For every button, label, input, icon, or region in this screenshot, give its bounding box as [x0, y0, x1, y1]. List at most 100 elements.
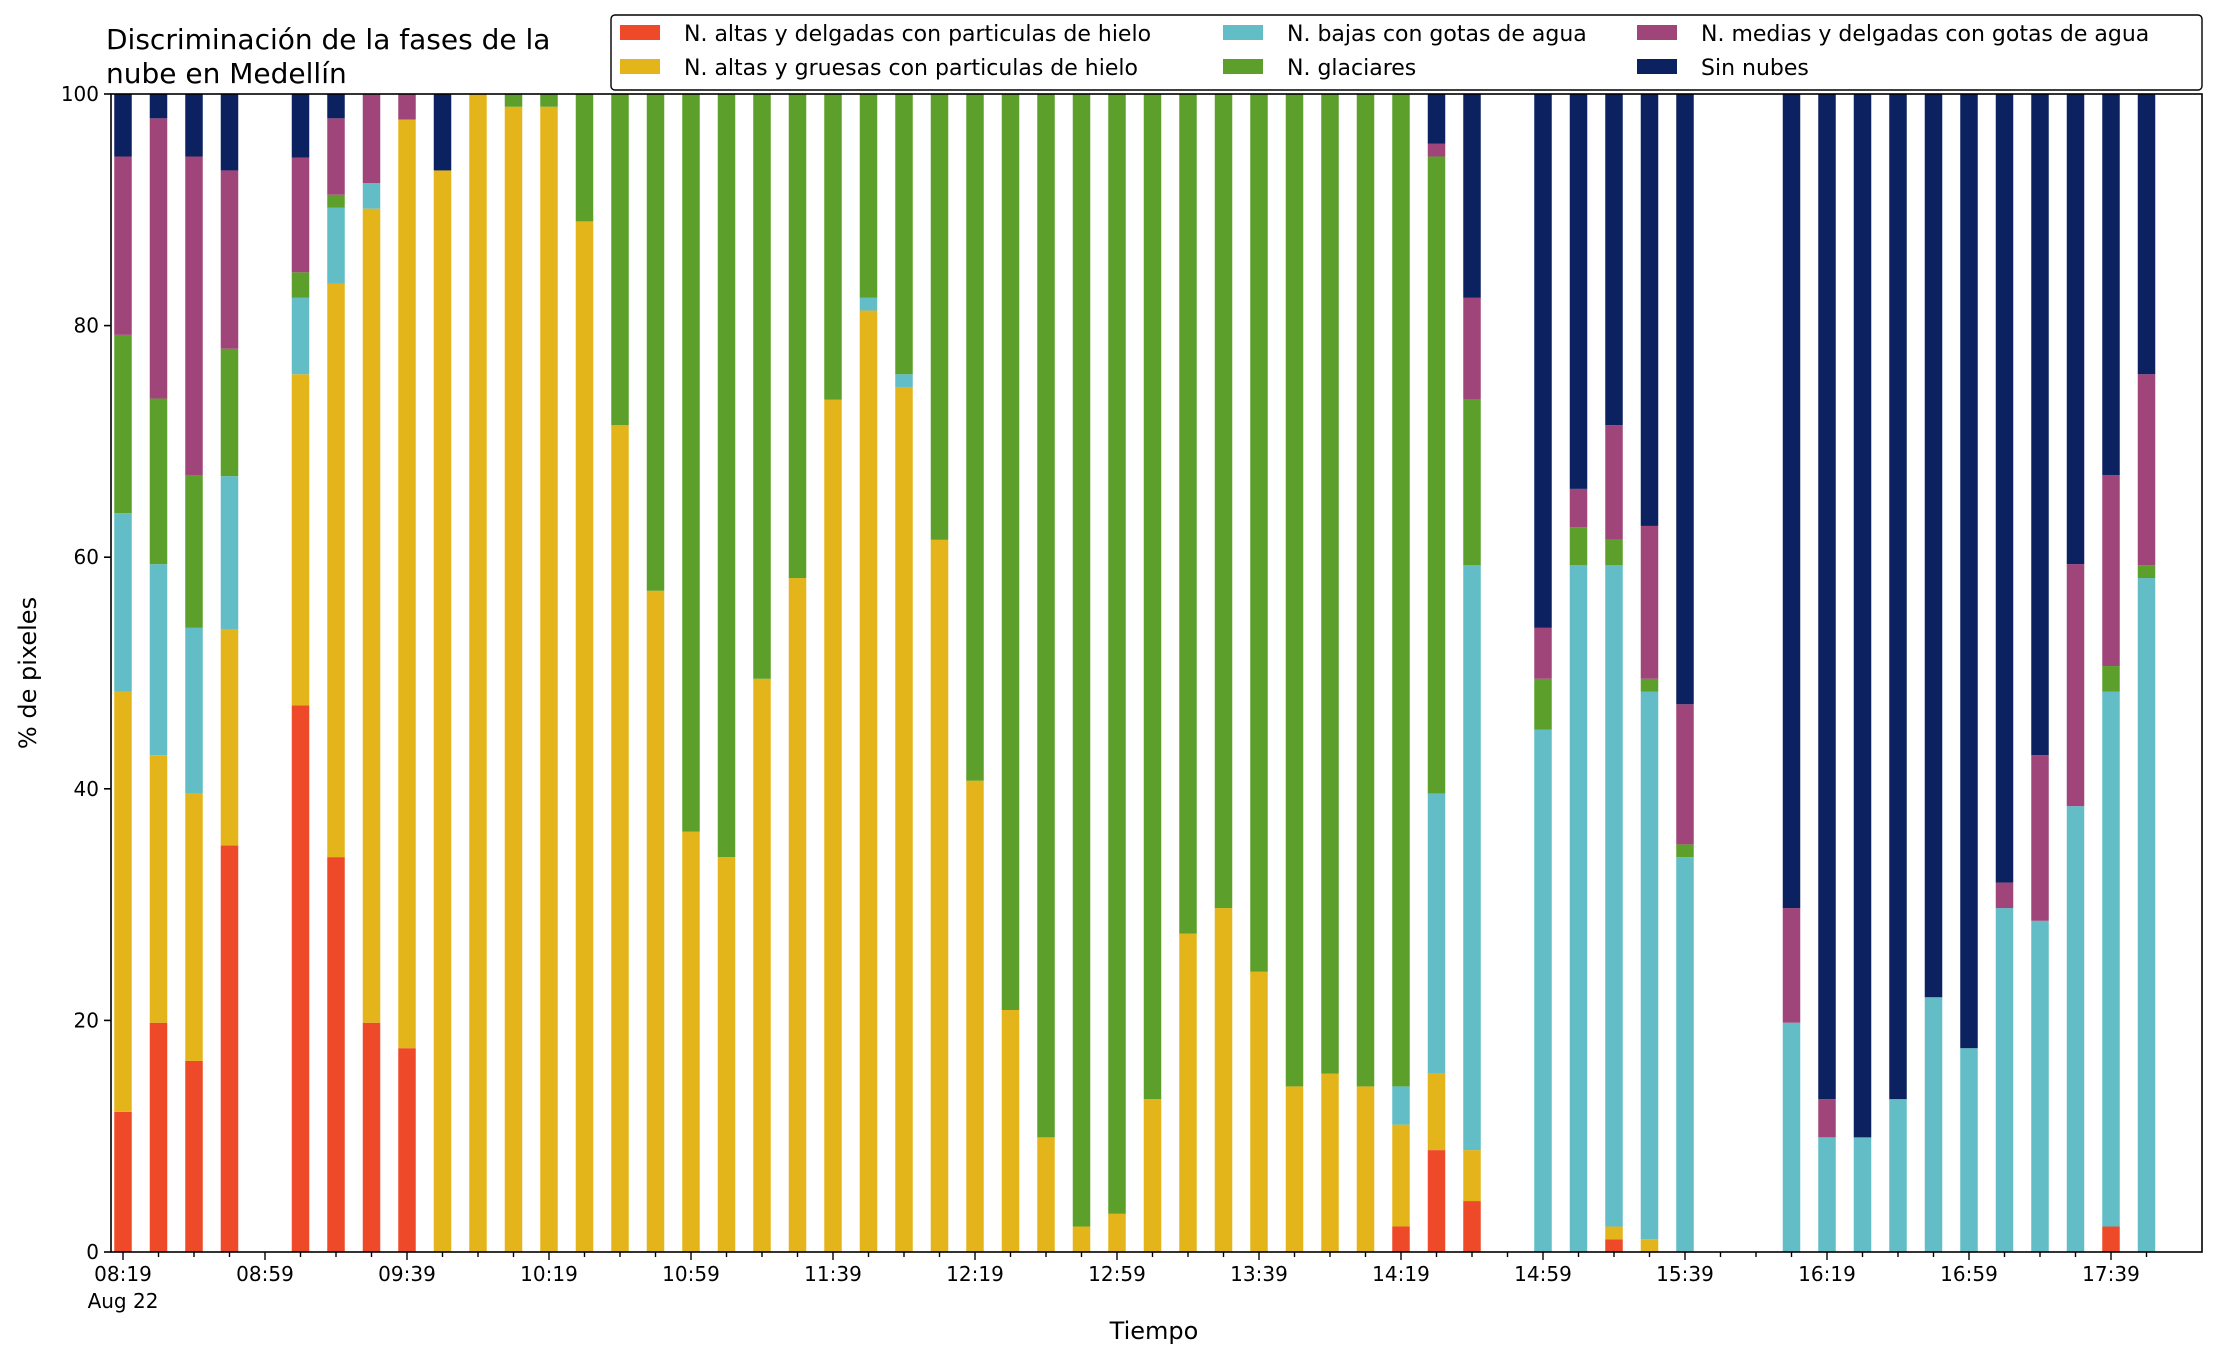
legend-swatch-0 [620, 25, 660, 40]
bar-segment-1-30 [1179, 933, 1197, 1252]
bar-segment-4-0 [114, 156, 132, 335]
bar-segment-2-57 [2137, 578, 2156, 1252]
bar-segment-1-29 [1143, 1099, 1162, 1252]
bar-segment-3-6 [327, 194, 345, 208]
bar-segment-5-55 [2066, 94, 2085, 565]
bar-segment-5-49 [1853, 94, 1872, 1138]
bar-segment-5-38 [1463, 94, 1481, 298]
bar-segment-1-10 [469, 94, 487, 1252]
y-axis: 0 20 40 60 80 100 [61, 82, 111, 1264]
bar-segment-4-54 [2031, 755, 2049, 921]
legend-swatch-4 [1637, 25, 1677, 40]
bar-segment-3-44 [1676, 844, 1694, 858]
bar-segment-1-38 [1463, 1150, 1481, 1202]
chart-title: Discriminación de la fases de la nube en… [106, 23, 550, 90]
x-axis-label: Tiempo [1109, 1317, 1199, 1345]
bar-segment-4-48 [1818, 1099, 1836, 1138]
bar-segment-4-5 [291, 157, 310, 273]
bar-segment-4-2 [185, 156, 203, 475]
x-tick-label-9: 14:19 [1372, 1262, 1430, 1286]
bar-segment-0-3 [220, 845, 239, 1252]
legend: N. altas y delgadas con particulas de hi… [610, 14, 2203, 91]
bar-segment-2-49 [1853, 1137, 1872, 1252]
bar-segment-3-23 [930, 94, 949, 540]
bar-segment-2-51 [1924, 997, 1943, 1252]
bar-segment-2-5 [291, 297, 310, 375]
bar-segment-4-43 [1640, 525, 1659, 679]
bar-segment-0-8 [398, 1048, 416, 1252]
bar-segment-2-50 [1889, 1099, 1907, 1252]
bar-segment-2-21 [859, 297, 878, 311]
bar-segment-5-1 [149, 94, 168, 119]
x-tick-label-6: 12:19 [946, 1262, 1004, 1286]
x-tick-label-8: 13:39 [1230, 1262, 1288, 1286]
legend-label-4: N. medias y delgadas con gotas de agua [1701, 22, 2149, 47]
bar-segment-0-2 [185, 1060, 203, 1252]
bar-segment-3-56 [2102, 666, 2120, 692]
x-axis: 08:19 08:59 09:39 10:19 10:59 11:39 12:19 12:59… [88, 1252, 2148, 1313]
legend-label-2: N. bajas con gotas de agua [1287, 22, 1587, 47]
bar-segment-3-43 [1640, 678, 1659, 692]
bar-segment-3-34 [1321, 94, 1339, 1074]
bar-segment-1-42 [1605, 1226, 1623, 1240]
bar-segment-5-43 [1640, 94, 1659, 526]
legend-swatch-2 [1223, 25, 1263, 40]
bar-segment-3-28 [1108, 94, 1126, 1214]
bar-segment-1-18 [753, 678, 771, 1252]
bar-segment-2-6 [327, 207, 345, 284]
bar-segment-1-23 [930, 539, 949, 1252]
legend-label-1: N. altas y gruesas con particulas de hie… [684, 56, 1138, 81]
bar-segment-3-33 [1285, 94, 1304, 1087]
y-tick-label-5: 100 [61, 82, 99, 106]
bar-segment-3-0 [114, 334, 132, 514]
bar-segment-5-37 [1427, 94, 1446, 144]
bar-segment-5-3 [220, 94, 239, 171]
bar-segment-3-32 [1250, 94, 1268, 972]
x-tick-label-0: 08:19 [94, 1262, 152, 1286]
bar-segment-3-36 [1392, 94, 1410, 1087]
bar-segment-3-13 [575, 94, 594, 222]
bar-segment-5-50 [1889, 94, 1907, 1100]
x-tick-label-12: 16:19 [1798, 1262, 1856, 1286]
bar-segment-0-7 [362, 1022, 381, 1252]
bar-segment-3-25 [1001, 94, 1020, 1010]
x-tick-label-11: 15:39 [1656, 1262, 1714, 1286]
chart-title-line-2: nube en Medellín [106, 57, 347, 90]
bar-segment-2-53 [1995, 908, 2014, 1252]
bar-segment-2-36 [1392, 1086, 1410, 1125]
bar-segment-3-42 [1605, 539, 1623, 566]
bar-segment-5-56 [2102, 94, 2120, 475]
x-tick-label-7: 12:59 [1088, 1262, 1146, 1286]
bar-segment-4-42 [1605, 425, 1623, 540]
bar-segment-3-21 [859, 94, 878, 298]
bar-segment-0-38 [1463, 1201, 1481, 1252]
x-date-label: Aug 22 [88, 1289, 159, 1313]
bar-segment-2-55 [2066, 806, 2085, 1252]
bar-segment-0-42 [1605, 1239, 1623, 1252]
bar-segment-3-17 [717, 94, 736, 858]
x-tick-label-5: 11:39 [804, 1262, 862, 1286]
bar-segment-3-29 [1143, 94, 1162, 1100]
bar-segment-1-8 [398, 119, 416, 1049]
legend-swatch-5 [1637, 59, 1677, 74]
bar-segment-3-20 [824, 94, 842, 400]
bar-segment-0-37 [1427, 1150, 1446, 1252]
bar-segment-2-40 [1534, 729, 1552, 1252]
bar-segment-3-35 [1356, 94, 1375, 1087]
bar-segment-5-52 [1960, 94, 1978, 1049]
bar-segment-0-56 [2102, 1226, 2120, 1252]
bar-segment-3-30 [1179, 94, 1197, 934]
bar-segment-1-34 [1321, 1073, 1339, 1252]
bar-segment-5-48 [1818, 94, 1836, 1100]
bar-segment-1-15 [646, 590, 665, 1252]
y-tick-label-3: 60 [74, 545, 99, 569]
bar-segment-3-16 [682, 94, 700, 832]
bar-segment-5-6 [327, 94, 345, 119]
bar-segment-3-19 [788, 94, 807, 579]
bar-segment-3-14 [611, 94, 629, 426]
x-tick-label-14: 17:39 [2082, 1262, 2140, 1286]
bar-segment-2-0 [114, 513, 132, 692]
bar-segment-1-6 [327, 283, 345, 858]
bar-segment-2-37 [1427, 793, 1446, 1074]
bar-segment-1-16 [682, 831, 700, 1252]
